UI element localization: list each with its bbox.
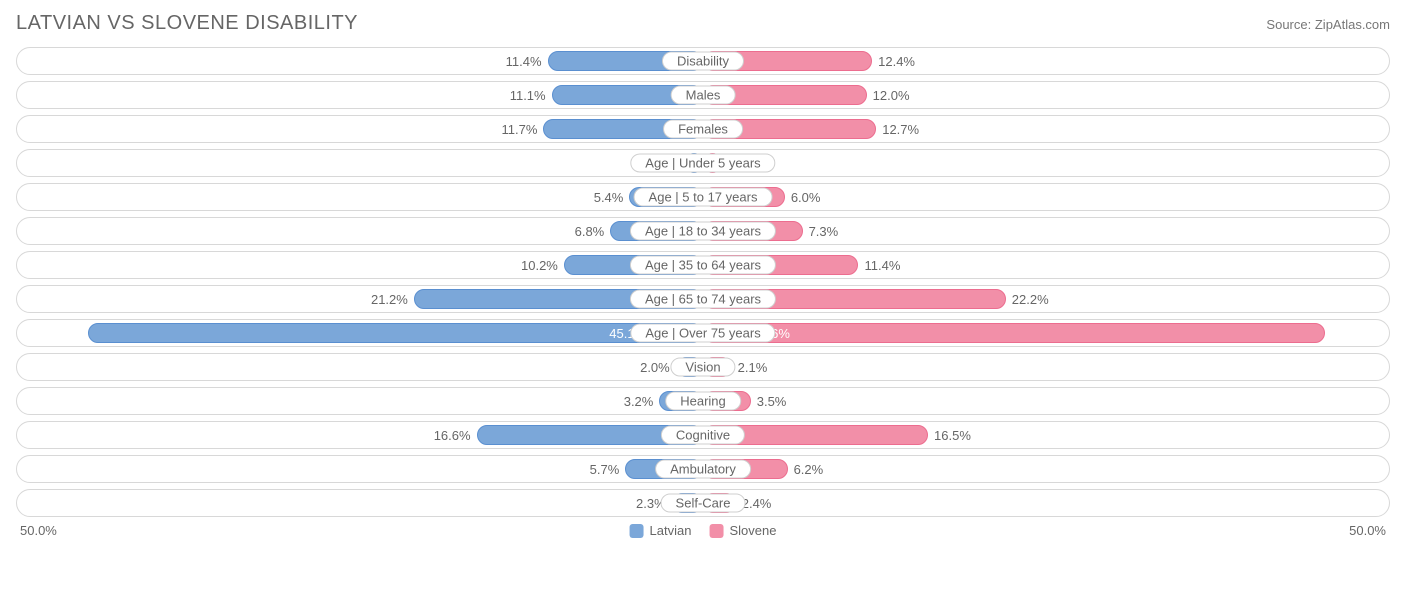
chart-row: 3.2% 3.5% Hearing	[16, 387, 1390, 415]
chart-row: 11.4% 12.4% Disability	[16, 47, 1390, 75]
category-label: Age | 5 to 17 years	[634, 188, 773, 207]
legend-swatch-left	[630, 524, 644, 538]
chart-row: 6.8% 7.3% Age | 18 to 34 years	[16, 217, 1390, 245]
value-left: 11.1%	[510, 85, 552, 105]
category-label: Males	[671, 86, 736, 105]
chart-row: 10.2% 11.4% Age | 35 to 64 years	[16, 251, 1390, 279]
legend-item-right: Slovene	[709, 523, 776, 538]
chart-row: 5.4% 6.0% Age | 5 to 17 years	[16, 183, 1390, 211]
diverging-bar-chart: 11.4% 12.4% Disability 11.1% 12.0% Males 11.7%…	[16, 47, 1390, 517]
value-right: 12.4%	[872, 51, 915, 71]
category-label: Ambulatory	[655, 460, 751, 479]
category-label: Age | 18 to 34 years	[630, 222, 776, 241]
chart-row: 16.6% 16.5% Cognitive	[16, 421, 1390, 449]
source-attribution: Source: ZipAtlas.com	[1266, 17, 1390, 32]
category-label: Females	[663, 120, 743, 139]
value-right: 11.4%	[858, 255, 900, 275]
value-left: 5.7%	[590, 459, 626, 479]
legend-label-right: Slovene	[729, 523, 776, 538]
chart-row: 11.7% 12.7% Females	[16, 115, 1390, 143]
chart-row: 1.3%1.4%Age | Under 5 years	[16, 149, 1390, 177]
value-left: 10.2%	[521, 255, 564, 275]
bar-right	[703, 323, 1325, 343]
chart-title: LATVIAN VS SLOVENE DISABILITY	[16, 12, 358, 35]
chart-header: LATVIAN VS SLOVENE DISABILITY Source: Zi…	[16, 12, 1390, 35]
legend-swatch-right	[709, 524, 723, 538]
value-left: 6.8%	[575, 221, 611, 241]
category-label: Age | Under 5 years	[630, 154, 775, 173]
category-label: Vision	[670, 358, 735, 377]
value-left: 21.2%	[371, 289, 414, 309]
value-right: 12.0%	[867, 85, 910, 105]
chart-row: 45.1%45.6%Age | Over 75 years	[16, 319, 1390, 347]
axis-max-right: 50.0%	[1349, 523, 1386, 538]
value-right: 6.2%	[788, 459, 824, 479]
value-right: 16.5%	[928, 425, 971, 445]
value-right: 2.1%	[732, 357, 768, 377]
value-left: 16.6%	[434, 425, 477, 445]
legend-label-left: Latvian	[650, 523, 692, 538]
value-left: 11.7%	[502, 119, 544, 139]
source-label: Source:	[1266, 17, 1311, 32]
legend: Latvian Slovene	[630, 523, 777, 538]
value-right: 12.7%	[876, 119, 919, 139]
value-left: 11.4%	[506, 51, 548, 71]
category-label: Self-Care	[661, 494, 746, 513]
category-label: Age | Over 75 years	[630, 324, 775, 343]
chart-row: 21.2% 22.2% Age | 65 to 74 years	[16, 285, 1390, 313]
value-left: 5.4%	[594, 187, 630, 207]
chart-row: 2.0%2.1%Vision	[16, 353, 1390, 381]
legend-item-left: Latvian	[630, 523, 692, 538]
category-label: Age | 35 to 64 years	[630, 256, 776, 275]
chart-row: 5.7% 6.2% Ambulatory	[16, 455, 1390, 483]
value-right: 7.3%	[803, 221, 839, 241]
category-label: Age | 65 to 74 years	[630, 290, 776, 309]
category-label: Disability	[662, 52, 744, 71]
category-label: Hearing	[665, 392, 741, 411]
value-right: 6.0%	[785, 187, 821, 207]
axis-max-left: 50.0%	[20, 523, 57, 538]
value-right: 22.2%	[1006, 289, 1049, 309]
source-name: ZipAtlas.com	[1315, 17, 1390, 32]
chart-footer: 50.0% 50.0% Latvian Slovene	[16, 523, 1390, 545]
value-left: 3.2%	[624, 391, 660, 411]
value-right: 3.5%	[751, 391, 787, 411]
chart-row: 11.1% 12.0% Males	[16, 81, 1390, 109]
category-label: Cognitive	[661, 426, 745, 445]
chart-row: 2.3%2.4%Self-Care	[16, 489, 1390, 517]
